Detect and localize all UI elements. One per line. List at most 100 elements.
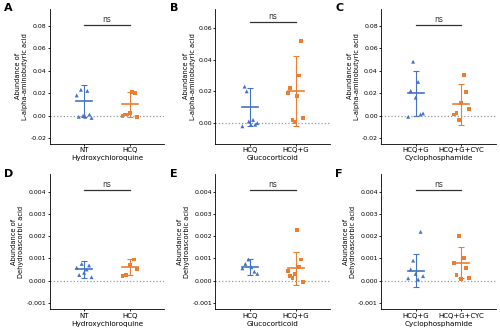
Point <box>412 95 420 100</box>
Point <box>82 267 90 272</box>
Point <box>409 258 417 263</box>
Point <box>79 113 87 118</box>
Point <box>450 260 458 265</box>
Text: ns: ns <box>102 15 112 24</box>
Point <box>290 271 298 276</box>
Point <box>455 118 463 123</box>
Point <box>284 268 292 273</box>
Y-axis label: Abundance of
L-alpha-aminobutyric acid: Abundance of L-alpha-aminobutyric acid <box>15 33 28 120</box>
Point <box>78 261 86 266</box>
X-axis label: Hydroxychloroquine: Hydroxychloroquine <box>71 155 143 161</box>
Point <box>460 72 468 78</box>
Point <box>250 269 258 274</box>
Point <box>414 79 422 84</box>
Point <box>242 261 250 266</box>
Point <box>77 87 85 92</box>
Point <box>293 227 301 232</box>
Point <box>455 234 463 239</box>
Point <box>462 266 470 271</box>
Point <box>286 85 294 91</box>
Point <box>299 116 307 121</box>
Point <box>134 114 141 119</box>
Point <box>406 88 414 94</box>
Point <box>452 111 460 116</box>
Y-axis label: Abundance of
Dehydroascorbic acid: Abundance of Dehydroascorbic acid <box>177 206 190 278</box>
Point <box>297 38 305 43</box>
Point <box>238 124 246 129</box>
Point <box>244 257 252 262</box>
Text: B: B <box>170 3 178 13</box>
X-axis label: Hydroxychloroquine: Hydroxychloroquine <box>71 321 143 327</box>
Point <box>452 272 460 278</box>
Y-axis label: Abundance of
L-alpha-aminobutyric acid: Abundance of L-alpha-aminobutyric acid <box>183 33 196 120</box>
Y-axis label: Abundance of
Dehydroascorbic acid: Abundance of Dehydroascorbic acid <box>343 206 356 278</box>
Point <box>118 113 126 118</box>
Point <box>72 265 80 270</box>
Point <box>72 93 80 98</box>
Point <box>458 277 466 282</box>
Point <box>124 112 132 117</box>
Point <box>284 90 292 96</box>
Point <box>295 264 303 270</box>
Point <box>460 256 468 261</box>
Point <box>412 271 420 276</box>
Point <box>126 111 134 116</box>
Point <box>88 274 96 280</box>
Text: ns: ns <box>268 12 277 21</box>
Point <box>416 112 424 117</box>
Text: C: C <box>336 3 344 13</box>
X-axis label: Glucocorticoid: Glucocorticoid <box>247 321 298 327</box>
Point <box>122 272 130 278</box>
Point <box>249 117 257 122</box>
Point <box>414 277 422 282</box>
Point <box>286 273 294 279</box>
Point <box>465 276 473 281</box>
Point <box>288 117 296 122</box>
Point <box>251 122 259 127</box>
Point <box>419 111 427 116</box>
Point <box>290 119 298 124</box>
Point <box>406 267 414 272</box>
Text: D: D <box>4 169 13 179</box>
Point <box>84 88 92 94</box>
Text: E: E <box>170 169 177 179</box>
Text: ns: ns <box>434 180 443 189</box>
Point <box>118 273 126 279</box>
Point <box>85 263 93 268</box>
Point <box>86 112 94 117</box>
Point <box>81 114 89 119</box>
Point <box>254 120 262 126</box>
Point <box>88 115 96 120</box>
Point <box>245 119 253 124</box>
Point <box>254 271 262 276</box>
Point <box>419 273 427 279</box>
Point <box>75 114 83 119</box>
Point <box>238 266 246 271</box>
Point <box>126 262 134 268</box>
Y-axis label: Abundance of
Dehydroascorbic acid: Abundance of Dehydroascorbic acid <box>12 206 24 278</box>
Point <box>247 122 255 127</box>
Text: A: A <box>4 3 12 13</box>
X-axis label: Cyclophosphamide: Cyclophosphamide <box>404 321 473 327</box>
Point <box>404 276 412 281</box>
X-axis label: Glucocorticoid: Glucocorticoid <box>247 155 298 161</box>
Point <box>240 84 248 89</box>
Point <box>450 112 458 117</box>
Point <box>293 93 301 99</box>
Point <box>404 114 412 119</box>
Text: F: F <box>336 169 343 179</box>
Point <box>80 270 88 275</box>
Point <box>248 264 256 270</box>
Point <box>458 101 466 106</box>
Point <box>295 73 303 78</box>
Point <box>134 267 141 272</box>
Point <box>75 272 83 278</box>
Point <box>465 106 473 112</box>
Point <box>299 279 307 284</box>
Text: ns: ns <box>268 180 277 189</box>
Point <box>409 59 417 64</box>
Point <box>416 229 424 234</box>
Text: ns: ns <box>434 15 443 24</box>
Point <box>288 276 296 281</box>
Point <box>131 90 139 96</box>
